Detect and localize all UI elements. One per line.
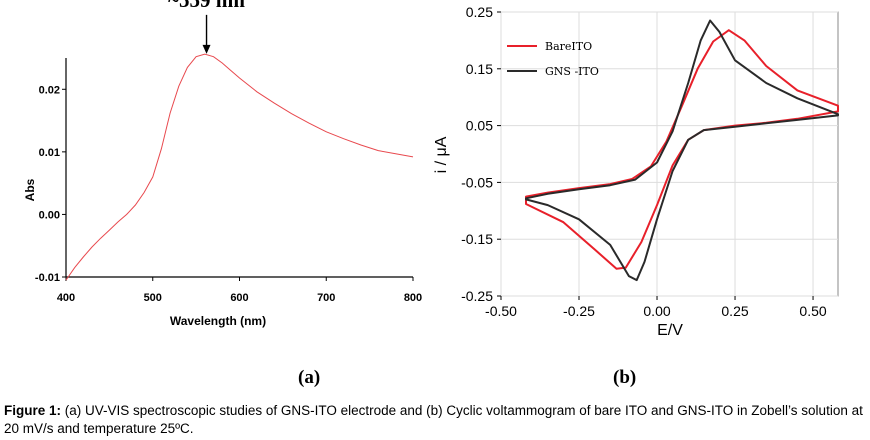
uvvis-spectrum-line — [65, 53, 414, 281]
cv-y-tick-label: -0.25 — [461, 288, 493, 304]
cv-x-tick-label: -0.25 — [563, 303, 595, 319]
cv-y-label: i / μA — [433, 136, 450, 173]
cv-y-tick-label: 0.25 — [466, 4, 493, 20]
uvvis-x-ticks: 400 500 600 700 800 — [57, 277, 422, 304]
cv-x-tick-label: 0.25 — [721, 303, 748, 319]
uvvis-x-tick-label: 400 — [57, 292, 75, 304]
uvvis-y-tick-label: 0.01 — [39, 147, 60, 159]
legend-label-gns-ito: GNS -ITO — [545, 65, 599, 78]
cv-chart: 0.250.150.05-0.05-0.15-0.25 -0.50 -0.25 0.… — [433, 4, 839, 339]
cv-plot-frame — [500, 11, 839, 297]
cv-y-ticks: 0.25 0.15 0.05 -0.05 -0.15 -0.25 — [461, 4, 501, 304]
cv-y-tick-label: 0.15 — [466, 61, 493, 77]
caption-label: Figure 1: — [4, 403, 62, 418]
uvvis-y-ticks: -0.01 0.00 0.01 0.02 — [35, 84, 66, 284]
cv-y-tick-label: 0.05 — [466, 118, 493, 134]
cv-x-tick-label: 0.50 — [799, 303, 826, 319]
panel-label-a: (a) — [298, 367, 321, 388]
uvvis-chart: -0.01 0.00 0.01 0.02 400 500 600 700 800 ~559 n… — [23, 0, 422, 328]
uvvis-x-tick-label: 600 — [230, 292, 248, 304]
legend-label-bare-ito: BareITO — [545, 40, 592, 53]
caption-text: (a) UV-VIS spectroscopic studies of GNS-… — [4, 403, 863, 436]
uvvis-y-tick-label: 0.00 — [39, 209, 60, 221]
cv-y-tick-label: -0.15 — [461, 231, 493, 247]
cv-legend: BareITO GNS -ITO — [507, 40, 599, 78]
uvvis-y-tick-label: -0.01 — [35, 272, 60, 284]
cv-gridlines — [500, 11, 838, 297]
uvvis-peak-annotation: ~559 nm — [168, 0, 245, 12]
uvvis-x-tick-label: 500 — [144, 292, 162, 304]
cv-x-tick-label: 0.00 — [643, 303, 670, 319]
uvvis-y-tick-label: 0.02 — [39, 84, 60, 96]
panel-label-b: (b) — [613, 367, 637, 388]
cv-x-tick-label: -0.50 — [485, 303, 517, 319]
cv-x-label: E/V — [657, 322, 683, 339]
uvvis-y-label: Abs — [23, 178, 37, 201]
cv-y-tick-label: -0.05 — [461, 174, 493, 190]
uvvis-peak-arrowhead — [202, 44, 211, 54]
cv-x-ticks: -0.50 -0.25 0.00 0.25 0.50 — [485, 296, 827, 319]
figure-caption: Figure 1: (a) UV-VIS spectroscopic studi… — [4, 402, 866, 438]
cv-series-gns-ito — [525, 19, 839, 282]
uvvis-x-tick-label: 800 — [404, 292, 422, 304]
uvvis-x-tick-label: 700 — [317, 292, 335, 304]
uvvis-x-label: Wavelength (nm) — [170, 314, 266, 328]
